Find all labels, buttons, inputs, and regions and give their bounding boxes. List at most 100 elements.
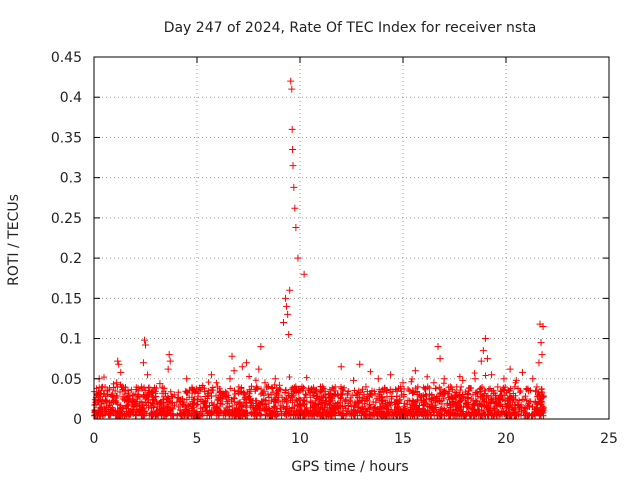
data-point [267,391,275,399]
data-point [271,375,279,383]
data-point [165,351,173,359]
data-point [286,286,294,294]
data-point [226,375,234,383]
data-point [471,375,479,383]
data-point [535,359,543,367]
data-point [144,371,152,379]
data-point [393,392,401,400]
data-point [94,389,102,397]
data-point [477,357,485,365]
data-point [387,371,395,379]
data-point [125,397,133,405]
noise-markers [91,368,547,419]
y-tick-label: 0.45 [51,50,82,66]
x-tick-label: 5 [193,431,202,447]
data-point [436,355,444,363]
data-point [512,376,520,384]
data-point [137,383,145,391]
data-point [148,388,156,396]
data-point [228,352,236,360]
data-point [525,387,533,395]
data-point [142,341,149,349]
y-tick-label: 0 [73,412,82,428]
data-point [234,388,242,396]
data-point [201,392,209,400]
data-point [481,335,489,343]
data-point [140,336,148,344]
data-point [418,392,426,400]
data-point [434,343,442,351]
data-point [306,387,314,395]
data-point [539,322,547,330]
data-point [177,397,185,405]
y-tick-label: 0.15 [51,291,82,307]
data-point [288,85,296,93]
data-point [459,376,467,384]
y-tick-label: 0.1 [60,332,82,348]
data-point [183,375,191,383]
data-point [288,125,296,133]
y-tick-label: 0.35 [51,130,82,146]
data-point [282,294,290,302]
data-point [121,387,129,395]
y-tick-label: 0.05 [51,372,82,388]
data-point [399,379,407,387]
data-point [220,391,228,399]
data-point [287,77,295,85]
data-point [356,360,364,368]
data-point [207,371,215,379]
x-tick-label: 20 [497,431,515,447]
data-point [113,379,121,387]
y-tick-label: 0.4 [60,90,82,106]
data-point [289,162,297,170]
data-point [446,383,454,391]
data-point [453,391,461,399]
plot-frame [93,56,610,420]
axis-ticks: 0 5 10 15 20 25 0 0.05 0.1 0.15 0.2 0.25 0.3 0.35 0.4 0… [51,50,618,447]
data-point [537,339,545,347]
data-point [214,383,222,391]
x-axis-title: GPS time / hours [291,459,408,475]
x-tick-label: 10 [291,431,309,447]
data-point [253,383,261,391]
noise-band [91,368,547,419]
data-point [152,392,160,400]
data-point [368,391,376,399]
data-point [164,365,172,373]
data-point [291,204,299,212]
data-point [529,375,537,383]
data-point [280,318,288,326]
data-point [247,395,255,403]
data-point [115,360,123,368]
data-point [424,383,432,391]
data-point [242,359,250,367]
data-point [331,387,339,395]
data-point [465,387,473,395]
data-point [488,371,496,379]
data-point [285,331,293,339]
data-point [238,363,246,371]
data-point [189,401,197,409]
data-point [156,380,164,388]
data-point [119,383,127,391]
data-point [500,375,508,383]
data-point [98,396,106,404]
data-point [312,392,320,400]
data-point [300,270,308,278]
data-point [350,376,358,384]
data-point [195,387,203,395]
data-point [483,355,491,363]
y-axis-title: ROTI / TECUs [6,194,22,286]
data-point [533,383,541,391]
data-point [538,351,546,359]
data-point [292,224,300,232]
x-tick-label: 15 [394,431,412,447]
x-tick-label: 0 [90,431,99,447]
y-tick-label: 0.2 [60,251,82,267]
data-point [325,397,333,405]
chart-title: Day 247 of 2024, Rate Of TEC Index for r… [164,20,537,36]
data-point [117,368,125,376]
grid [94,57,609,419]
data-point [319,383,327,391]
